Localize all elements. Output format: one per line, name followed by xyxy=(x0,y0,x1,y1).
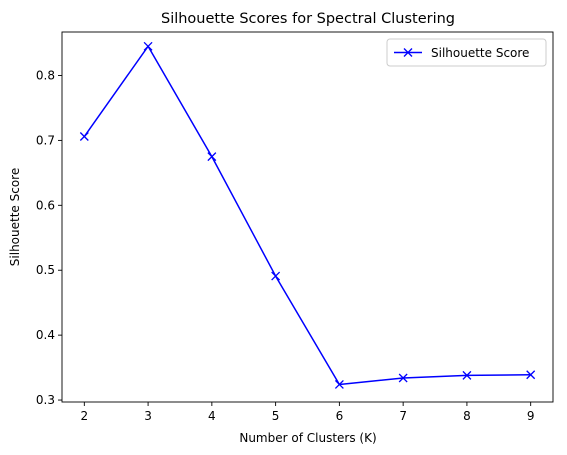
x-tick-label: 2 xyxy=(80,409,88,423)
x-tick-label: 3 xyxy=(144,409,152,423)
data-point-marker xyxy=(207,152,217,162)
x-tick-label: 6 xyxy=(336,409,344,423)
series-line xyxy=(83,45,531,386)
y-axis: 0.3 0.4 0.5 0.6 0.7 0.8 xyxy=(36,68,62,407)
y-tick-label: 0.5 xyxy=(36,263,55,277)
legend: Silhouette Score xyxy=(386,38,547,67)
series-layer xyxy=(79,41,536,389)
x-axis: 2 3 4 5 6 7 8 9 xyxy=(80,402,535,423)
x-tick-label: 8 xyxy=(463,409,471,423)
chart-title: Silhouette Scores for Spectral Clusterin… xyxy=(161,11,455,27)
x-tick-label: 4 xyxy=(208,409,216,423)
x-tick-label: 9 xyxy=(527,409,535,423)
data-point-marker xyxy=(334,380,344,389)
legend-label: Silhouette Score xyxy=(431,46,529,60)
y-tick-label: 0.6 xyxy=(36,198,55,212)
x-tick-label: 7 xyxy=(399,409,407,423)
y-tick-label: 0.8 xyxy=(36,68,55,82)
y-tick-label: 0.3 xyxy=(36,393,55,407)
x-tick-label: 5 xyxy=(272,409,280,423)
data-point-marker xyxy=(79,132,89,141)
data-point-marker xyxy=(462,370,472,380)
data-point-marker xyxy=(271,271,281,281)
data-point-marker xyxy=(398,373,408,383)
data-point-marker xyxy=(143,41,153,51)
legend-marker-icon xyxy=(403,48,413,57)
data-point-marker xyxy=(526,370,536,380)
y-tick-label: 0.4 xyxy=(36,328,55,342)
y-axis-label: Silhouette Score xyxy=(8,168,22,266)
y-tick-label: 0.7 xyxy=(36,133,55,147)
x-axis-label: Number of Clusters (K) xyxy=(239,431,376,445)
legend-box xyxy=(386,38,547,67)
plot-area xyxy=(61,31,554,403)
